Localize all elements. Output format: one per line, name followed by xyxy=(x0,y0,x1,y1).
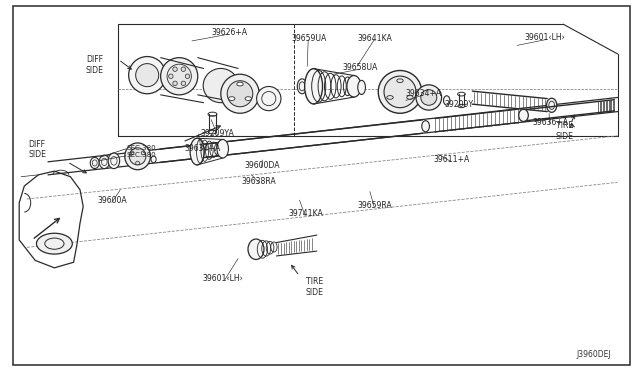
Ellipse shape xyxy=(129,57,166,94)
Ellipse shape xyxy=(190,138,204,165)
Ellipse shape xyxy=(347,76,361,97)
Ellipse shape xyxy=(136,64,159,87)
Ellipse shape xyxy=(297,79,307,94)
Ellipse shape xyxy=(458,105,465,108)
Text: 39658UA: 39658UA xyxy=(342,63,378,72)
Text: 39601‹LH›: 39601‹LH› xyxy=(525,33,566,42)
Text: SEC.380: SEC.380 xyxy=(127,145,156,151)
Text: 39600A: 39600A xyxy=(97,196,127,205)
Circle shape xyxy=(228,97,235,100)
Text: 39209Y: 39209Y xyxy=(445,100,474,109)
Ellipse shape xyxy=(233,84,241,92)
Ellipse shape xyxy=(136,161,140,165)
Text: 39641KA: 39641KA xyxy=(357,34,392,43)
Text: 39611+A: 39611+A xyxy=(434,155,470,164)
Ellipse shape xyxy=(125,143,150,170)
Text: 39626+A: 39626+A xyxy=(211,28,247,37)
Text: 39209YA: 39209YA xyxy=(200,129,234,138)
Ellipse shape xyxy=(130,151,134,155)
Ellipse shape xyxy=(161,58,198,95)
Ellipse shape xyxy=(173,67,177,71)
Ellipse shape xyxy=(99,155,109,169)
Ellipse shape xyxy=(129,148,146,165)
Ellipse shape xyxy=(358,80,365,94)
Ellipse shape xyxy=(221,74,259,113)
Ellipse shape xyxy=(141,151,145,155)
Ellipse shape xyxy=(204,68,238,103)
Ellipse shape xyxy=(186,74,189,78)
Text: SEC.380: SEC.380 xyxy=(127,152,156,158)
Ellipse shape xyxy=(384,76,416,108)
Ellipse shape xyxy=(108,153,120,169)
Ellipse shape xyxy=(378,71,422,113)
Ellipse shape xyxy=(422,121,429,132)
Ellipse shape xyxy=(444,96,450,105)
Ellipse shape xyxy=(168,74,173,78)
Text: 39600DA: 39600DA xyxy=(244,161,280,170)
Text: DIFF
SIDE: DIFF SIDE xyxy=(86,55,104,75)
Ellipse shape xyxy=(519,109,528,122)
Ellipse shape xyxy=(248,239,264,260)
Ellipse shape xyxy=(90,157,99,169)
Text: 39638RA: 39638RA xyxy=(242,177,276,186)
Ellipse shape xyxy=(151,156,156,163)
Text: 39659RA: 39659RA xyxy=(357,201,392,210)
Text: 39741KA: 39741KA xyxy=(288,209,323,218)
Text: TIRE
SIDE: TIRE SIDE xyxy=(306,278,324,297)
Text: 39634+A: 39634+A xyxy=(406,89,442,98)
Circle shape xyxy=(36,233,72,254)
Ellipse shape xyxy=(547,98,557,112)
Ellipse shape xyxy=(173,81,177,86)
Text: DIFF
SIDE: DIFF SIDE xyxy=(28,140,46,159)
Ellipse shape xyxy=(421,90,437,105)
Ellipse shape xyxy=(257,87,281,111)
Circle shape xyxy=(245,97,252,100)
Text: 39601‹LH›: 39601‹LH› xyxy=(203,274,244,283)
Ellipse shape xyxy=(416,85,442,110)
Ellipse shape xyxy=(181,81,186,86)
Ellipse shape xyxy=(305,68,323,104)
Text: 39636+A: 39636+A xyxy=(532,118,568,126)
Text: 39659UA: 39659UA xyxy=(291,34,326,43)
Ellipse shape xyxy=(181,67,186,71)
Text: TIRE
SIDE: TIRE SIDE xyxy=(556,121,573,141)
Ellipse shape xyxy=(217,140,228,158)
Ellipse shape xyxy=(209,130,216,134)
Ellipse shape xyxy=(227,81,253,107)
Circle shape xyxy=(237,82,243,86)
Text: J3960DEJ: J3960DEJ xyxy=(577,350,611,359)
Ellipse shape xyxy=(167,64,191,89)
Text: 39634+A: 39634+A xyxy=(184,144,220,153)
